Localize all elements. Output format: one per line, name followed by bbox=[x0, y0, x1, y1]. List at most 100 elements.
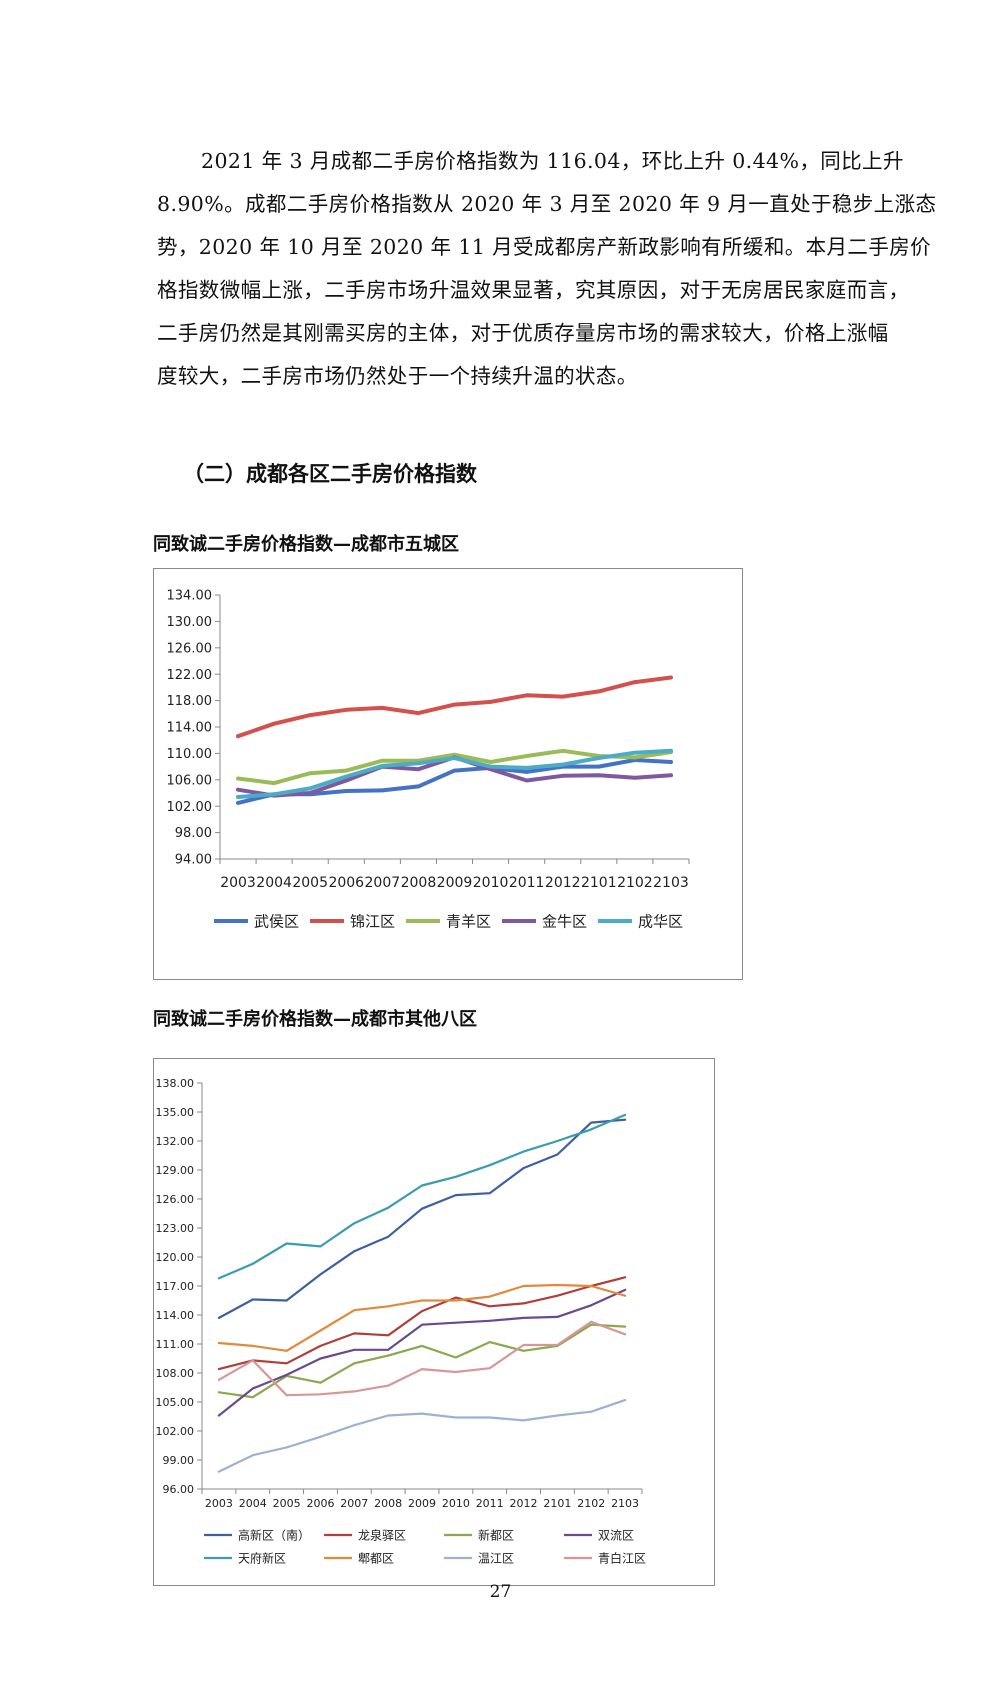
data-point bbox=[380, 764, 385, 768]
y-tick-label: 96.00 bbox=[163, 1483, 195, 1496]
x-tick-label: 2004 bbox=[239, 1497, 267, 1510]
y-tick-label: 94.00 bbox=[175, 853, 212, 868]
data-point bbox=[522, 1302, 525, 1305]
y-tick-label: 129.00 bbox=[156, 1164, 195, 1177]
data-point bbox=[353, 1250, 356, 1253]
data-point bbox=[387, 1348, 390, 1351]
series-line-4 bbox=[217, 1288, 627, 1417]
data-point bbox=[556, 1344, 559, 1346]
data-point bbox=[669, 773, 673, 777]
x-tick-label: 2008 bbox=[374, 1497, 402, 1510]
data-point bbox=[308, 791, 312, 795]
data-point bbox=[319, 1435, 322, 1438]
data-point bbox=[387, 1206, 390, 1209]
data-point bbox=[556, 1294, 559, 1297]
chart2-svg: 96.00 99.00 102.00 105.00 108.00 111.00 114.00… bbox=[156, 1077, 647, 1565]
y-tick-label: 132.00 bbox=[156, 1135, 195, 1148]
legend-label: 高新区（南） bbox=[238, 1527, 310, 1542]
series-line-7 bbox=[217, 1399, 627, 1473]
data-point bbox=[590, 1128, 593, 1131]
data-point bbox=[524, 770, 529, 774]
data-point bbox=[285, 1349, 288, 1352]
x-tick-label: 2009 bbox=[437, 875, 473, 891]
y-tick-label: 108.00 bbox=[156, 1367, 195, 1380]
x-tick-label: 2012 bbox=[510, 1497, 538, 1510]
data-point bbox=[522, 1344, 525, 1346]
data-point bbox=[251, 1262, 254, 1265]
y-tick-label: 99.00 bbox=[163, 1454, 195, 1467]
data-point bbox=[454, 1296, 457, 1299]
data-point bbox=[251, 1298, 254, 1301]
data-point bbox=[488, 1295, 491, 1298]
data-point bbox=[387, 1414, 390, 1417]
data-point bbox=[624, 1288, 627, 1291]
data-point bbox=[669, 749, 673, 753]
data-point bbox=[488, 1367, 491, 1370]
data-point bbox=[624, 1325, 627, 1328]
data-point bbox=[421, 1299, 423, 1302]
intro-paragraph: 2021 年 3 月成都二手房价格指数为 116.04，环比上升 0.44%，同… bbox=[157, 140, 936, 398]
data-point bbox=[488, 1305, 491, 1308]
data-point bbox=[669, 675, 673, 680]
data-point bbox=[353, 1222, 356, 1225]
legend-label: 郫都区 bbox=[358, 1550, 394, 1565]
data-point bbox=[421, 1310, 423, 1313]
x-tick-label: 2010 bbox=[442, 1497, 470, 1510]
data-point bbox=[236, 801, 240, 805]
x-tick-label: 2008 bbox=[401, 875, 437, 891]
data-point bbox=[597, 764, 601, 769]
paragraph-line: 格指数微幅上涨，二手房市场升温效果显著，究其原因，对于无房居民家庭而言， bbox=[157, 278, 910, 302]
data-point bbox=[633, 750, 637, 755]
data-point bbox=[272, 721, 276, 726]
data-point bbox=[387, 1334, 390, 1337]
x-tick-label: 2007 bbox=[340, 1497, 368, 1510]
data-point bbox=[380, 788, 385, 793]
data-point bbox=[452, 756, 457, 760]
data-point bbox=[556, 1284, 559, 1286]
data-point bbox=[556, 1315, 559, 1318]
data-point bbox=[319, 1357, 322, 1360]
y-tick-label: 114.00 bbox=[167, 721, 213, 736]
data-point bbox=[488, 764, 493, 769]
data-point bbox=[624, 1294, 627, 1297]
y-tick-label: 126.00 bbox=[167, 641, 213, 656]
legend-label: 青羊区 bbox=[446, 912, 491, 930]
x-tick-label: 2010 bbox=[473, 875, 509, 891]
data-point bbox=[522, 1316, 525, 1319]
x-tick-label: 2009 bbox=[408, 1497, 436, 1510]
legend-label: 温江区 bbox=[478, 1551, 514, 1565]
data-point bbox=[454, 1416, 457, 1419]
data-point bbox=[454, 1194, 457, 1197]
legend-label: 武侯区 bbox=[254, 912, 299, 930]
data-point bbox=[524, 778, 529, 783]
legend-label: 龙泉驿区 bbox=[358, 1528, 406, 1542]
data-point bbox=[217, 1277, 220, 1280]
data-point bbox=[522, 1167, 525, 1170]
x-tick-label: 2011 bbox=[476, 1497, 504, 1510]
data-point bbox=[353, 1309, 356, 1312]
data-point bbox=[217, 1470, 220, 1473]
data-point bbox=[524, 693, 529, 698]
data-point bbox=[285, 1299, 288, 1302]
data-point bbox=[624, 1399, 627, 1402]
data-point bbox=[217, 1368, 220, 1371]
y-tick-label: 105.00 bbox=[156, 1396, 195, 1409]
data-point bbox=[251, 1387, 254, 1390]
y-tick-label: 98.00 bbox=[175, 826, 212, 841]
y-tick-label: 120.00 bbox=[156, 1251, 195, 1264]
data-point bbox=[387, 1305, 390, 1308]
data-point bbox=[524, 754, 529, 758]
data-point bbox=[421, 1323, 423, 1326]
data-point bbox=[597, 756, 601, 760]
data-point bbox=[421, 1184, 423, 1187]
x-tick-label: 2101 bbox=[543, 1497, 571, 1510]
paragraph-line: 2021 年 3 月成都二手房价格指数为 116.04，环比上升 0.44%，同… bbox=[201, 149, 904, 173]
data-point bbox=[560, 762, 565, 767]
data-point bbox=[272, 781, 276, 785]
data-point bbox=[590, 1320, 593, 1323]
legend-label: 新都区 bbox=[478, 1527, 514, 1542]
x-tick-label: 2011 bbox=[509, 875, 545, 891]
x-tick-label: 2004 bbox=[256, 875, 292, 891]
data-point bbox=[217, 1316, 220, 1319]
data-point bbox=[590, 1304, 593, 1307]
